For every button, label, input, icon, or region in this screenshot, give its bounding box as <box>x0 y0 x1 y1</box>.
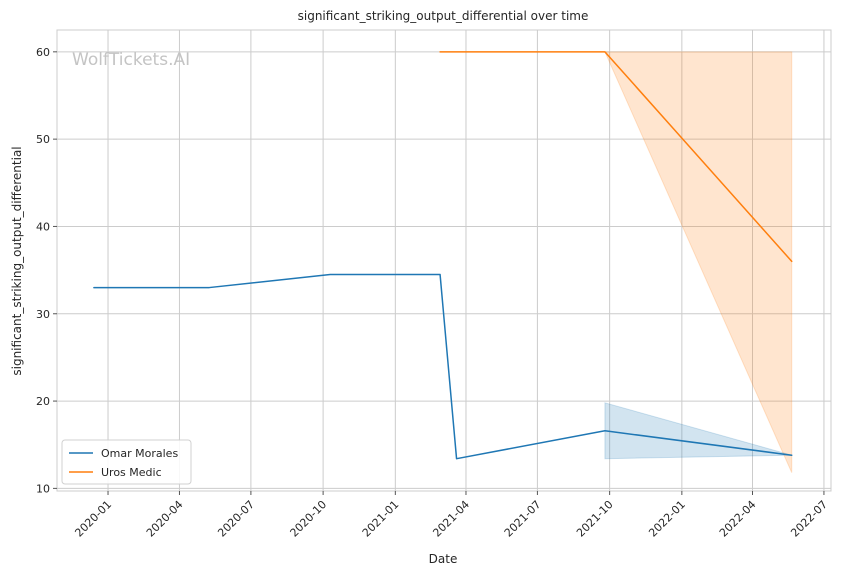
x-tick-label-2020-01: 2020-01 <box>72 498 114 540</box>
series-line-omar-morales <box>93 273 793 460</box>
x-tick-label-2021-10: 2021-10 <box>574 498 616 540</box>
legend: Omar Morales Uros Medic <box>61 439 192 485</box>
y-tick-label-10: 10 <box>36 482 50 495</box>
y-tick-label-30: 30 <box>36 308 50 321</box>
legend-label-omar-morales: Omar Morales <box>101 447 178 460</box>
x-tick-label-2022-04: 2022-04 <box>717 498 759 540</box>
y-tick-label-40: 40 <box>36 220 50 233</box>
series-lines <box>93 51 793 460</box>
x-axis-label: Date <box>429 552 458 566</box>
plot-frame <box>56 29 832 492</box>
confidence-band-uros-medic <box>604 51 793 473</box>
confidence-bands <box>604 51 793 473</box>
y-axis-ticks: 10 20 30 40 50 60 <box>36 46 57 495</box>
x-tick-label-2020-04: 2020-04 <box>144 498 186 540</box>
x-tick-label-2021-01: 2021-01 <box>360 498 402 540</box>
y-axis-label: significant_striking_output_differential <box>10 146 24 375</box>
legend-box <box>61 439 192 485</box>
x-tick-label-2020-07: 2020-07 <box>215 498 257 540</box>
y-tick-label-20: 20 <box>36 395 50 408</box>
y-tick-label-50: 50 <box>36 133 50 146</box>
confidence-band-omar-morales <box>604 402 792 460</box>
x-tick-label-2020-10: 2020-10 <box>288 498 330 540</box>
chart-title: significant_striking_output_differential… <box>298 9 589 23</box>
x-tick-label-2022-07: 2022-07 <box>788 498 830 540</box>
x-axis-ticks: 2020-01 2020-04 2020-07 2020-10 2021-01 2021-… <box>72 491 830 540</box>
x-tick-label-2021-07: 2021-07 <box>502 498 544 540</box>
legend-label-uros-medic: Uros Medic <box>101 466 162 479</box>
series-line-uros-medic <box>439 51 793 263</box>
watermark-text: WolfTickets.AI <box>72 50 190 70</box>
x-tick-label-2021-04: 2021-04 <box>430 498 472 540</box>
y-tick-label-60: 60 <box>36 46 50 59</box>
x-tick-label-2022-01: 2022-01 <box>646 498 688 540</box>
